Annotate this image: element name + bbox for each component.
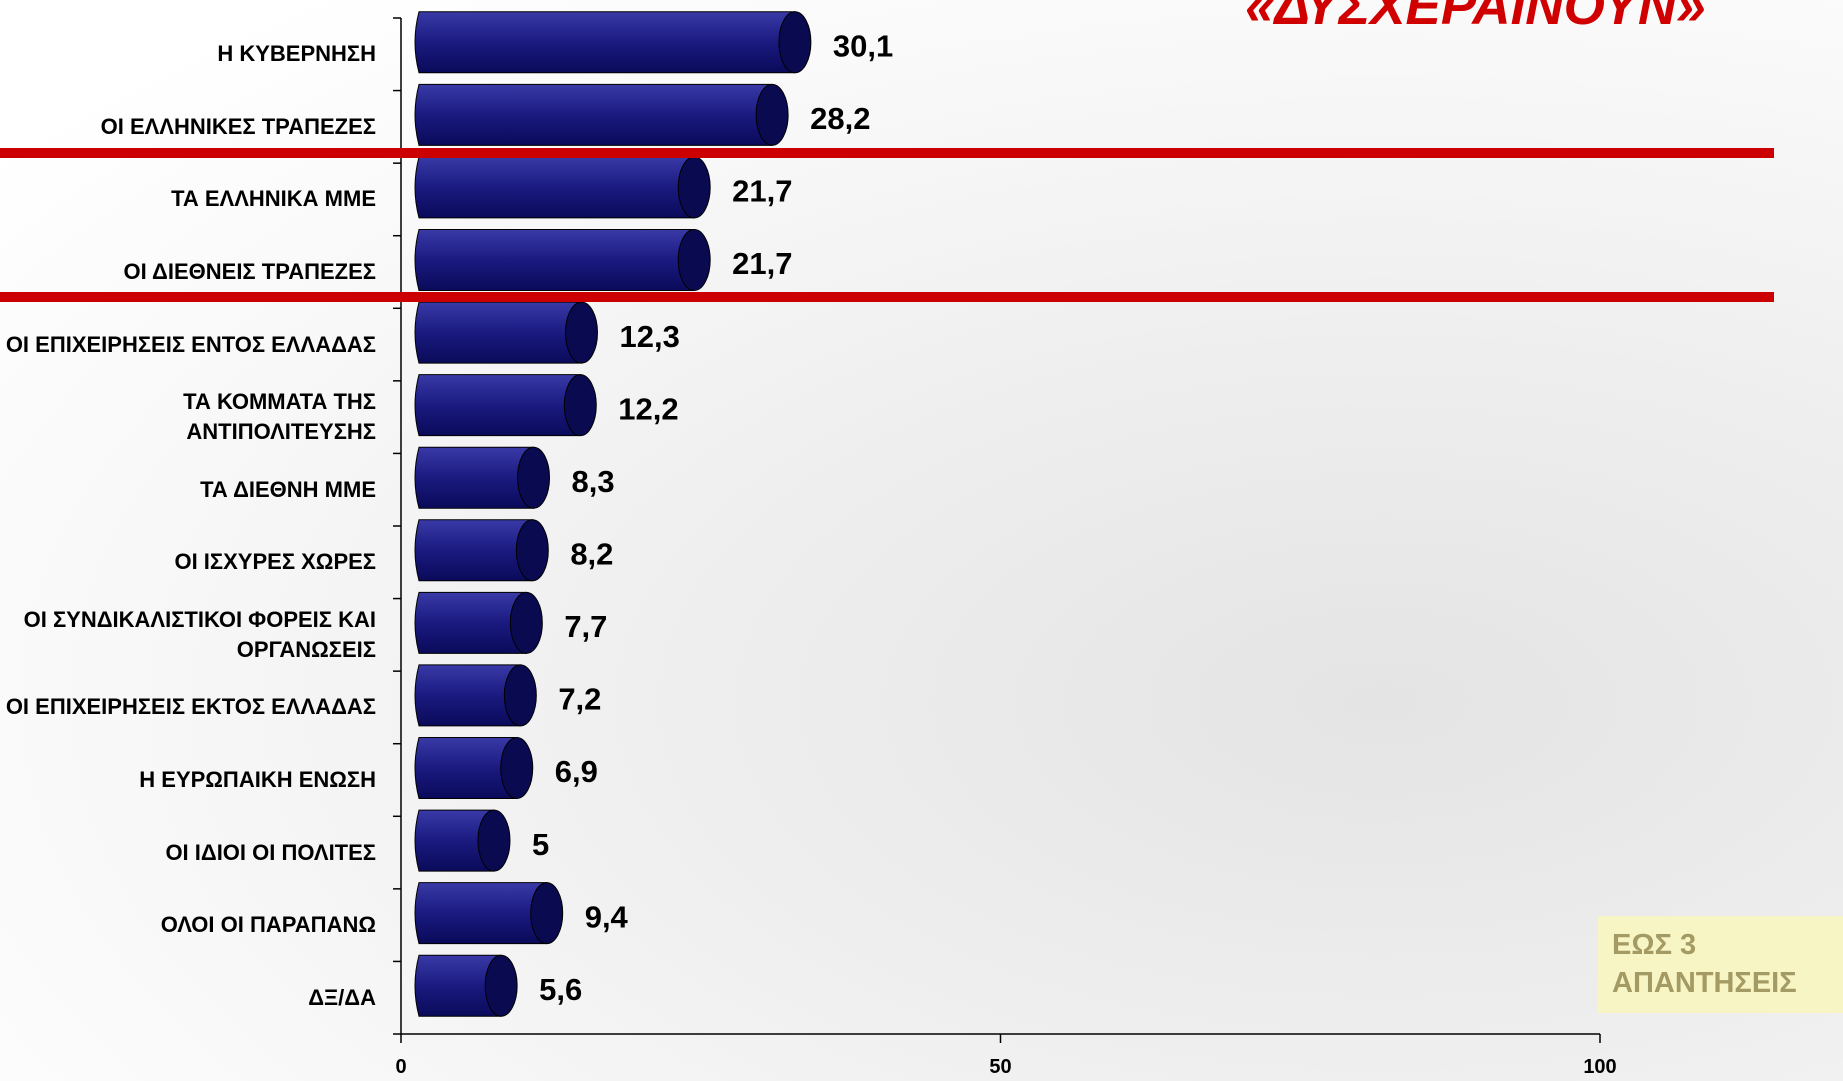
- value-label: 7,2: [558, 682, 601, 717]
- bar-cap: [500, 737, 534, 799]
- bar: [414, 83, 789, 146]
- bar: [414, 954, 518, 1017]
- value-label: 12,3: [619, 319, 679, 354]
- bar-body: [414, 882, 548, 945]
- value-label: 12,2: [618, 391, 678, 426]
- x-tick-label: 50: [989, 1056, 1011, 1078]
- value-label: 5,6: [539, 972, 582, 1007]
- highlight-line: [0, 292, 1774, 302]
- y-tick-label: Η ΚΥΒΕΡΝΗΣΗ: [217, 41, 376, 67]
- y-tick-label: ΤΑ ΔΙΕΘΝΗ ΜΜΕ: [200, 476, 376, 502]
- bar-body: [414, 11, 796, 74]
- bar-cap: [477, 809, 511, 872]
- x-tick-label: 100: [1583, 1056, 1616, 1078]
- bar-body: [414, 664, 521, 727]
- y-tick-label: ΟΙ ΔΙΕΘΝΕΙΣ ΤΡΑΠΕΖΕΣ: [123, 259, 376, 284]
- bar-body: [414, 374, 581, 437]
- y-tick-label: ΟΙ ΣΥΝΔΙΚΑΛΙΣΤΙΚΟΙ ΦΟΡΕΙΣ ΚΑΙ ΟΡΓΑΝΩΣΕΙΣ: [23, 606, 376, 662]
- y-tick-label: ΟΛΟΙ ΟΙ ΠΑΡΑΠΑΝΩ: [160, 912, 376, 938]
- value-label: 21,7: [732, 246, 792, 281]
- bar-cap: [530, 882, 564, 945]
- bar-body: [414, 83, 773, 146]
- value-label: 28,2: [810, 101, 870, 136]
- bar-body: [414, 301, 582, 364]
- y-tick-label: ΟΙ ΕΠΙΧΕΙΡΗΣΕΙΣ ΕΝΤΟΣ ΕΛΛΑΔΑΣ: [5, 331, 376, 357]
- value-label: 9,4: [585, 899, 629, 934]
- bar-cap: [515, 519, 549, 582]
- bar-body: [414, 954, 502, 1017]
- value-label: 30,1: [833, 28, 893, 63]
- bar-cap: [509, 591, 543, 654]
- chart-title: «ΔΥΣΧΕΡΑΙΝΟΥΝ»: [1245, 0, 1706, 36]
- y-tick-label: ΔΞ/ΔΑ: [308, 984, 376, 1010]
- value-label: 6,9: [555, 754, 598, 789]
- bar-cap: [564, 301, 598, 364]
- y-tick-label: ΟΙ ΕΠΙΧΕΙΡΗΣΕΙΣ ΕΚΤΟΣ ΕΛΛΑΔΑΣ: [5, 694, 376, 720]
- bar: [414, 446, 551, 509]
- bar-cap: [677, 156, 711, 219]
- bar-body: [414, 809, 495, 872]
- value-label: 7,7: [564, 609, 607, 644]
- x-tick-label: 0: [395, 1056, 406, 1078]
- value-label: 8,2: [570, 536, 613, 571]
- bar: [414, 519, 549, 582]
- bar-cap: [503, 664, 537, 727]
- bar-cap: [517, 446, 551, 509]
- bar-cap: [484, 954, 518, 1017]
- y-tick-label: ΟΙ ΙΔΙΟΙ ΟΙ ΠΟΛΙΤΕΣ: [165, 839, 376, 865]
- bar-cap: [677, 229, 711, 291]
- value-label: 8,3: [572, 464, 615, 499]
- y-tick-label: Η ΕΥΡΩΠΑΙΚΗ ΕΝΩΣΗ: [139, 767, 376, 792]
- bar-body: [414, 156, 695, 219]
- bar-body: [414, 229, 695, 291]
- bar: [414, 737, 534, 799]
- bar-body: [414, 591, 527, 654]
- value-label: 5: [532, 827, 549, 862]
- y-tick-label: ΟΙ ΙΣΧΥΡΕΣ ΧΩΡΕΣ: [174, 549, 376, 575]
- highlight-line: [0, 148, 1774, 158]
- y-tick-label: ΤΑ ΚΟΜΜΑΤΑ ΤΗΣ ΑΝΤΙΠΟΛΙΤΕΥΣΗΣ: [183, 389, 376, 445]
- y-tick-label: ΤΑ ΕΛΛΗΝΙΚΑ ΜΜΕ: [171, 186, 376, 212]
- bar-body: [414, 737, 518, 799]
- bar-cap: [563, 374, 597, 437]
- bar-body: [414, 446, 535, 509]
- y-tick-label: ΟΙ ΕΛΛΗΝΙΚΕΣ ΤΡΑΠΕΖΕΣ: [100, 113, 376, 139]
- bar: [414, 664, 537, 727]
- value-label: 21,7: [732, 174, 792, 209]
- bar: [414, 809, 511, 872]
- bar-cap: [778, 11, 812, 74]
- bar: [414, 301, 598, 364]
- bar: [414, 374, 597, 437]
- annotation: ΕΩΣ 3 ΑΠΑΝΤΗΣΕΙΣ: [1598, 916, 1843, 1013]
- bar: [414, 591, 543, 654]
- bar-body: [414, 519, 533, 582]
- bar: [414, 229, 711, 291]
- bar: [414, 882, 564, 945]
- bar: [414, 11, 812, 74]
- bar: [414, 156, 711, 219]
- bar-cap: [755, 83, 789, 146]
